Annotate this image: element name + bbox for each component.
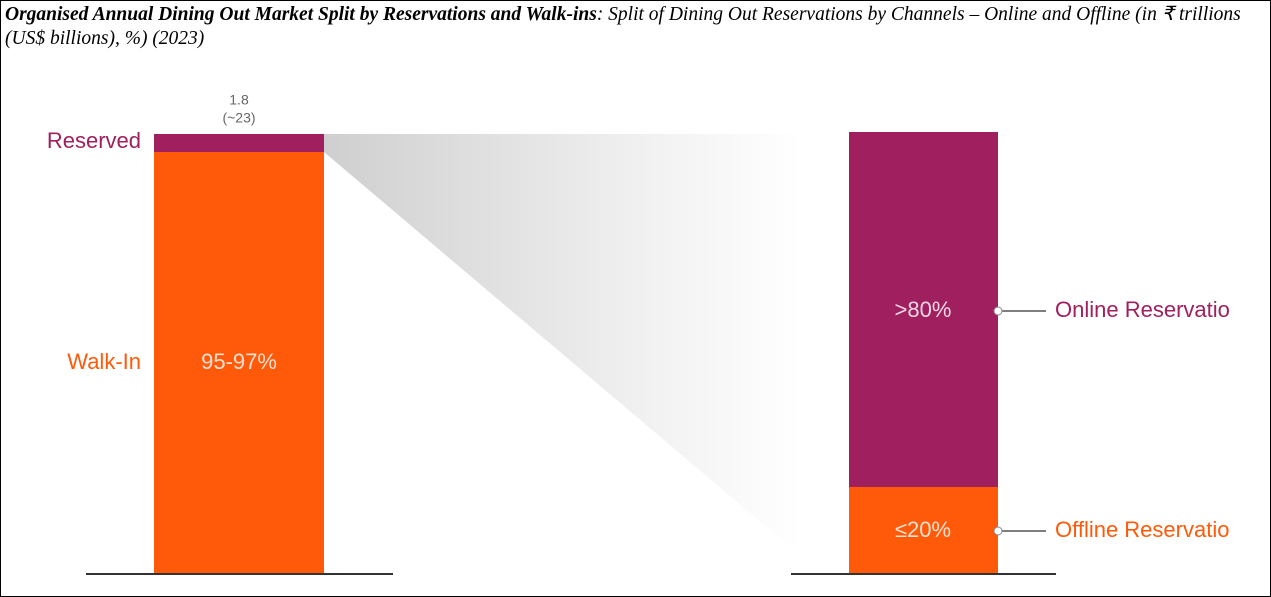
leader-dot [993,306,1003,316]
offline-share: ≤20% [895,517,951,542]
walkin-share: 95-97% [201,349,277,374]
online-segment [849,132,998,487]
funnel [324,134,801,556]
title-bold: Organised Annual Dining Out Market Split… [5,4,597,25]
title-rest: : Split of Dining Out Reservations by Ch… [5,4,1241,49]
top-value-usd: (~23) [222,110,255,126]
reserved-label: Reserved [47,128,141,153]
top-value: 1.8 [229,92,249,108]
reserved-segment [154,134,324,152]
walkin-segment [154,152,324,573]
online-label: Online Reservatio [1055,297,1230,322]
walkin-label: Walk-In [67,349,141,374]
title: Organised Annual Dining Out Market Split… [5,3,1265,51]
online-share: >80% [895,297,952,322]
offline-segment [849,487,998,573]
leader-dot [993,526,1003,536]
offline-label: Offline Reservatio [1055,517,1229,542]
